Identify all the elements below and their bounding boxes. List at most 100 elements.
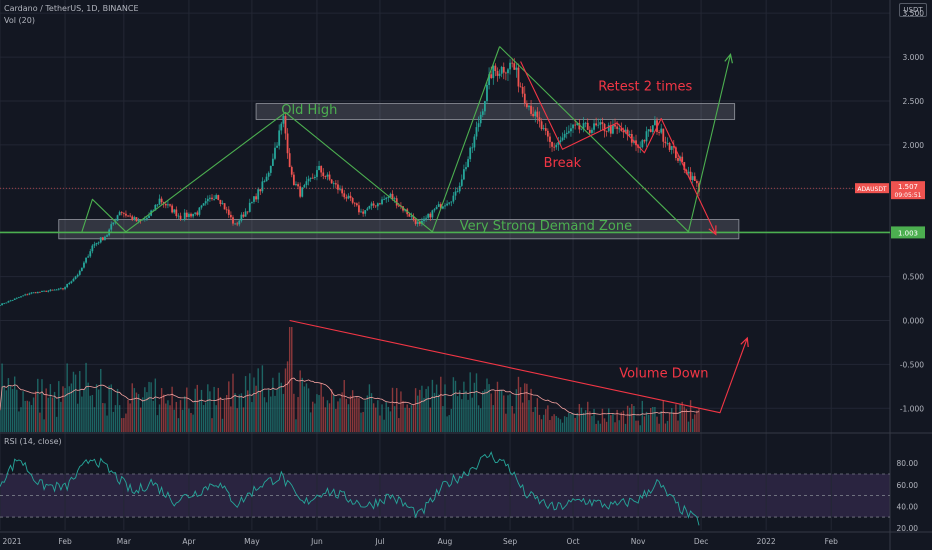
volume-bar (599, 423, 602, 432)
candle-body (175, 209, 178, 217)
volume-bar (244, 376, 247, 432)
candle-body (658, 132, 661, 133)
volume-bar (349, 395, 352, 432)
volume-bar (475, 373, 478, 432)
volume-bar (131, 383, 133, 432)
candle-body (507, 69, 509, 74)
candle-body (584, 122, 587, 124)
volume-bar (479, 408, 482, 432)
volume-bar (402, 400, 404, 432)
volume-bar (396, 388, 398, 432)
candle-body (70, 281, 73, 284)
candle-body (185, 212, 188, 217)
volume-bar (568, 412, 570, 432)
volume-bar (232, 373, 234, 432)
time-axis-label: 2022 (757, 537, 776, 546)
volume-bar (670, 408, 673, 432)
time-axis-label: Feb (58, 537, 72, 546)
candle-body (599, 122, 602, 125)
candle-body (654, 120, 656, 126)
volume-bar (211, 418, 213, 432)
volume-bar (326, 400, 329, 432)
volume-bar (461, 399, 463, 432)
volume-bar (150, 382, 152, 432)
volume-bar (442, 406, 444, 432)
candle-body (110, 224, 113, 230)
candle-body (127, 215, 129, 217)
volume-bar (507, 395, 509, 432)
candle-body (282, 115, 285, 124)
candle-body (605, 131, 608, 132)
candle-body (498, 73, 501, 76)
candle-body (660, 128, 663, 133)
volume-bar (559, 419, 562, 432)
candle-body (164, 204, 167, 206)
volume-bar (7, 378, 10, 432)
candle-body (622, 130, 625, 133)
volume-bar (375, 407, 377, 432)
candle-body (588, 129, 591, 133)
candle-body (645, 131, 648, 142)
candle-body (475, 127, 478, 137)
candle-body (666, 143, 669, 144)
volume-bar (578, 404, 581, 432)
volume-bar (595, 423, 597, 432)
volume-bar (13, 376, 16, 432)
volume-bar (68, 386, 70, 432)
candle-body (303, 185, 306, 188)
candle-body (49, 289, 52, 291)
volume-bar (192, 414, 194, 432)
volume-bar (511, 406, 513, 432)
volume-bar (584, 410, 587, 432)
volume-bar (43, 419, 45, 432)
candle-body (521, 86, 524, 94)
volume-bar (3, 385, 5, 432)
candle-body (473, 136, 476, 148)
volume-bar (41, 379, 43, 432)
volume-bar (221, 418, 224, 432)
volume-bar (458, 390, 461, 432)
volume-bar (93, 407, 96, 432)
zone-old-high (255, 103, 736, 120)
volume-bar (477, 405, 480, 432)
candle-body (3, 303, 6, 305)
volume-bar (553, 414, 555, 432)
candle-body (668, 143, 671, 150)
candle-body (360, 211, 362, 213)
volume-bar (610, 415, 612, 432)
volume-bar (28, 401, 31, 432)
candle-body (528, 105, 530, 108)
candle-body (271, 158, 274, 166)
candle-body (693, 176, 696, 181)
volume-bar (316, 394, 318, 432)
candle-body (299, 186, 302, 197)
price-axis-label: 2.500 (903, 97, 925, 106)
candle-body (549, 136, 551, 142)
volume-bar (540, 419, 543, 432)
currency-button[interactable]: USDT (899, 3, 927, 17)
volume-bar (267, 389, 270, 432)
volume-bar (18, 411, 20, 432)
volume-bar (589, 411, 591, 432)
volume-bar (209, 391, 211, 432)
candle-body (635, 140, 637, 146)
volume-bar (431, 379, 434, 432)
volume-bar (205, 402, 207, 432)
volume-bar (156, 415, 159, 432)
volume-bar (299, 370, 301, 432)
candle-body (326, 174, 329, 177)
volume-bar (469, 372, 471, 432)
candle-body (26, 294, 29, 296)
candle-body (427, 213, 430, 218)
candle-body (34, 292, 37, 294)
candle-body (274, 147, 276, 159)
candle-body (250, 201, 253, 203)
candle-body (368, 205, 371, 209)
candle-body (662, 128, 665, 142)
symbol-price-label: ADAUSDT (857, 186, 887, 193)
annotation-break: Break (544, 156, 582, 171)
volume-bar (318, 395, 320, 432)
candle-body (286, 133, 289, 154)
candle-body (607, 125, 610, 132)
